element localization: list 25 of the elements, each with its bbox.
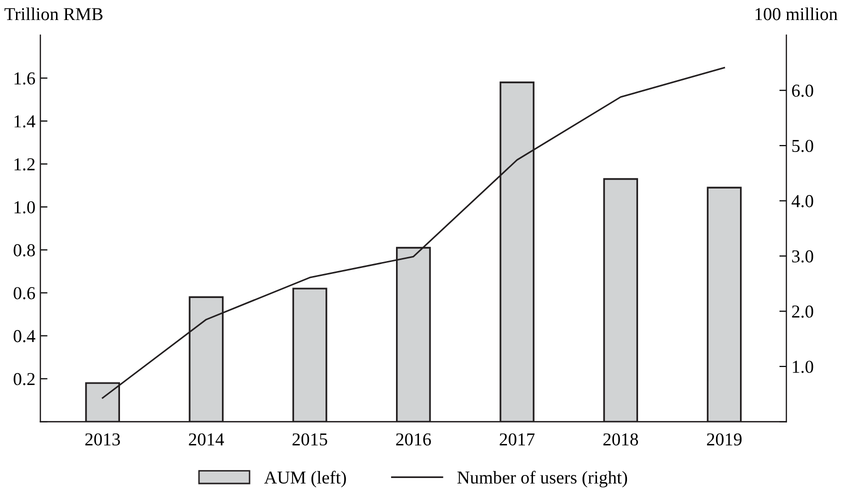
y2-axis-title: 100 million [756,8,838,20]
x-tick-label: 2014 [188,433,224,446]
y2-tick-label: 2.0 [792,305,814,318]
x-tick-label: 2018 [603,433,638,446]
y2-tick-label: 5.0 [792,140,814,152]
y-tick-label: 1.4 [14,115,36,128]
legend-label: Number of users (right) [457,470,628,488]
x-tick-label: 2019 [706,433,742,446]
y-tick-label: 0.2 [14,372,35,386]
y2-tick-label: 6.0 [792,84,814,97]
x-tick-label: 2013 [85,433,120,446]
x-tick-label: 2017 [500,433,535,446]
y-tick-label: 1.6 [14,72,36,85]
y-axis-title: Trillion RMB [4,8,103,20]
legend-label: AUM (left) [264,470,346,488]
y-tick-label: 0.6 [14,287,36,300]
y2-tick-label: 3.0 [792,250,814,263]
x-tick-label: 2015 [292,433,328,446]
y2-tick-label: 1.0 [792,360,814,373]
y2-tick-label: 4.0 [792,195,814,208]
y-tick-label: 0.8 [14,244,35,256]
y-tick-label: 1.2 [14,158,35,171]
y-tick-label: 0.4 [14,330,36,342]
x-tick-label: 2016 [396,433,431,446]
y-tick-label: 1.0 [14,201,35,214]
